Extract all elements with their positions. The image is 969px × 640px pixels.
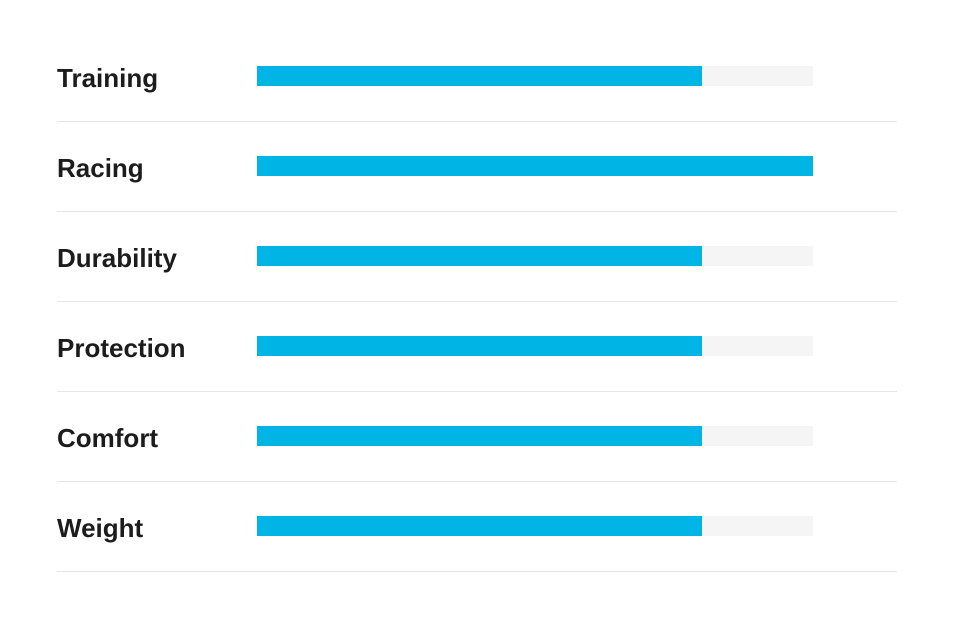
rating-bar bbox=[257, 66, 702, 86]
rating-row-durability: Durability bbox=[57, 212, 897, 302]
rating-track bbox=[257, 516, 813, 536]
rating-bar bbox=[257, 246, 702, 266]
rating-label: Protection bbox=[57, 333, 186, 363]
rating-track bbox=[257, 426, 813, 446]
rating-row-weight: Weight bbox=[57, 482, 897, 572]
rating-row-racing: Racing bbox=[57, 122, 897, 212]
rating-label: Weight bbox=[57, 513, 144, 543]
rating-bar bbox=[257, 336, 702, 356]
rating-label: Racing bbox=[57, 153, 144, 183]
rating-label: Comfort bbox=[57, 423, 159, 453]
rating-track bbox=[257, 336, 813, 356]
rating-bar bbox=[257, 426, 702, 446]
rating-row-comfort: Comfort bbox=[57, 392, 897, 482]
rating-track bbox=[257, 156, 813, 176]
rating-label: Training bbox=[57, 63, 159, 93]
rating-row-protection: Protection bbox=[57, 302, 897, 392]
rating-track bbox=[257, 246, 813, 266]
rating-bar bbox=[257, 516, 702, 536]
rating-label: Durability bbox=[57, 243, 177, 273]
rating-bar-chart: Training Racing Durability Protection Co… bbox=[57, 32, 897, 572]
rating-row-training: Training bbox=[57, 32, 897, 122]
rating-track bbox=[257, 66, 813, 86]
rating-bar bbox=[257, 156, 813, 176]
